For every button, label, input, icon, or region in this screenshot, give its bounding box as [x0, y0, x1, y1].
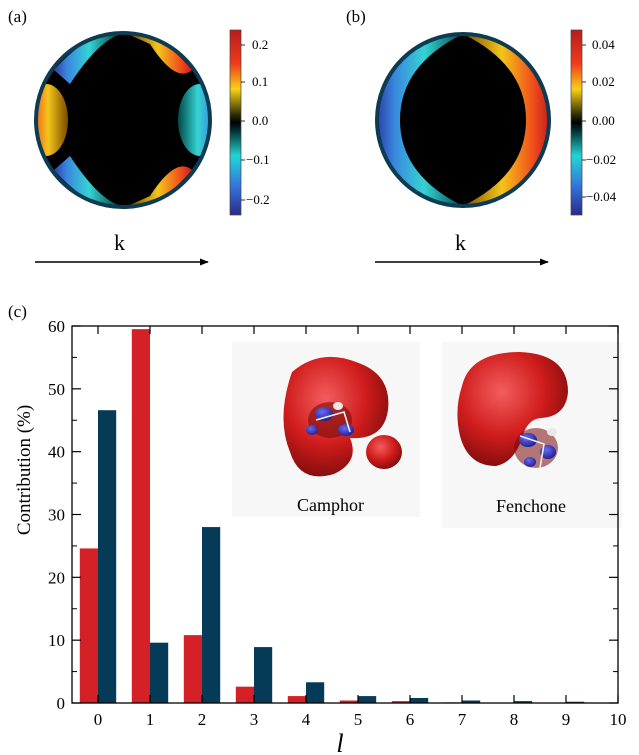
x-tick-label: 5 [354, 710, 363, 729]
panel-a-colorbar-scale [229, 29, 242, 216]
panel-a-colorbar-tick: −0.2 [246, 192, 270, 207]
panel-b: (b) 0.04 0.02 0.00 −0.02 −0.04 k [346, 7, 617, 266]
bar-fenchone-l1 [150, 642, 169, 703]
y-tick-label: 50 [48, 380, 65, 399]
panel-b-colorbar: 0.04 0.02 0.00 −0.02 −0.04 [570, 29, 617, 216]
panel-b-colorbar-tick: −0.02 [586, 152, 616, 167]
panel-b-colorbar-tick: 0.04 [592, 37, 615, 52]
panel-b-colorbar-tick: −0.04 [586, 189, 617, 204]
bar-chart: 0 10 20 30 40 50 60 0 1 2 3 4 5 6 7 8 9 10 [48, 317, 627, 729]
x-tick-label: 0 [94, 710, 103, 729]
bar-camphor-l1 [131, 329, 150, 703]
panel-a-colorbar-tick: 0.0 [252, 113, 268, 128]
panel-b-disk [377, 34, 549, 206]
panel-b-label: (b) [346, 7, 366, 26]
y-tick-label: 10 [48, 631, 65, 650]
bar-camphor-l2 [183, 635, 202, 703]
panel-a-disk [36, 33, 210, 207]
camphor-inset: Camphor [232, 342, 420, 517]
x-axis-label: l [336, 729, 343, 755]
x-tick-label: 1 [146, 710, 155, 729]
bar-fenchone-l7 [462, 700, 481, 703]
panel-b-colorbar-tick: 0.00 [592, 113, 615, 128]
x-tick-label: 4 [302, 710, 311, 729]
bar-camphor-l0 [79, 548, 98, 703]
panel-a-colorbar: 0.2 0.1 0.0 −0.1 −0.2 [229, 29, 270, 216]
panel-c: (c) Camphor [8, 302, 627, 755]
fenchone-inset: Fenchone [442, 342, 622, 528]
bar-fenchone-l6 [410, 697, 429, 703]
bar-camphor-l6 [391, 701, 410, 703]
panel-b-colorbar-tick: 0.02 [592, 74, 615, 89]
y-tick-label: 40 [48, 443, 65, 462]
camphor-isosurface [283, 356, 402, 477]
panel-b-k-label: k [455, 230, 466, 255]
panel-c-label: (c) [8, 302, 27, 321]
camphor-label: Camphor [297, 495, 364, 515]
fenchone-label: Fenchone [496, 496, 566, 516]
bar-fenchone-l2 [202, 527, 221, 703]
x-tick-label: 2 [198, 710, 207, 729]
y-tick-label: 20 [48, 568, 65, 587]
bar-camphor-l5 [339, 700, 358, 703]
panel-a-colorbar-tick: 0.2 [252, 37, 268, 52]
x-tick-label: 8 [510, 710, 519, 729]
panel-a-colorbar-tick: −0.1 [246, 152, 270, 167]
panel-a: (a) 0.2 0.1 0.0 −0.1 [8, 7, 270, 266]
bar-fenchone-l3 [254, 647, 273, 703]
x-tick-label: 10 [610, 710, 627, 729]
bar-fenchone-l4 [306, 682, 325, 703]
panel-a-colorbar-tick: 0.1 [252, 74, 268, 89]
x-tick-label: 6 [406, 710, 415, 729]
y-axis-label: Contribution (%) [14, 405, 35, 535]
bar-camphor-l4 [287, 696, 306, 703]
x-tick-label: 7 [458, 710, 467, 729]
panel-a-label: (a) [8, 7, 27, 26]
panel-b-disk-rim [375, 32, 551, 208]
fenchone-isosurface [457, 352, 568, 469]
panel-a-k-label: k [114, 230, 125, 255]
x-tick-label: 9 [562, 710, 571, 729]
y-tick-label: 30 [48, 506, 65, 525]
y-tick-label: 0 [57, 694, 66, 713]
bar-fenchone-l0 [98, 410, 117, 703]
panel-b-colorbar-scale [570, 29, 583, 216]
y-tick-label: 60 [48, 317, 65, 336]
bar-camphor-l3 [235, 686, 254, 703]
panel-a-disk-rim [34, 31, 212, 209]
bar-fenchone-l8 [514, 701, 533, 703]
bar-fenchone-l5 [358, 696, 377, 703]
x-tick-label: 3 [250, 710, 259, 729]
